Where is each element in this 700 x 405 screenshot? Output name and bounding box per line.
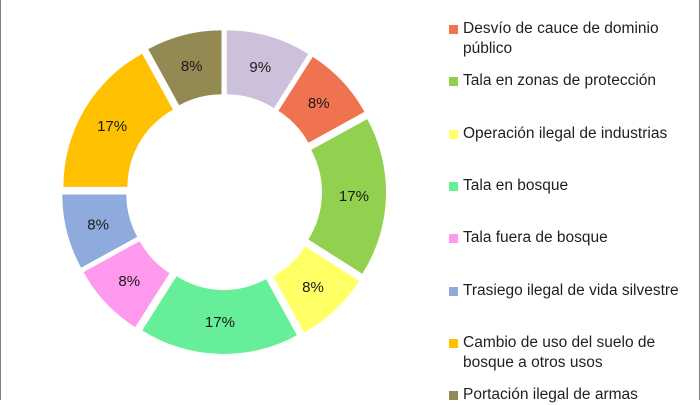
legend-item-tala-zonas-proteccion: Tala en zonas de protección: [449, 71, 688, 91]
legend-swatch: [449, 130, 458, 139]
legend-swatch: [449, 339, 458, 348]
slice-value-label: 9%: [249, 59, 271, 76]
legend-label: Desvío de cauce de dominio público: [463, 20, 659, 57]
slice-value-label: 8%: [87, 216, 109, 233]
legend-label: Tala en bosque: [463, 177, 569, 194]
slice-portacion-ilegal-de-armas: [148, 30, 222, 106]
slice-value-label: 8%: [308, 95, 330, 112]
legend-swatch: [449, 25, 458, 34]
legend-label: Operación ilegal de industrias: [463, 125, 668, 142]
slice-value-label: 17%: [205, 314, 235, 331]
legend-item-operacion-ilegal: Operación ilegal de industrias: [449, 124, 688, 144]
slice-labels: 9% 8% 17% 8% 17% 8% 8% 17% 8%: [87, 58, 369, 331]
slice-tala-en-zonas-de-proteccion: [308, 119, 386, 274]
legend-label: Tala en zonas de protección: [463, 72, 657, 89]
slice-value-label: 17%: [97, 118, 127, 135]
slice-value-label: 17%: [339, 188, 369, 205]
legend-swatch: [449, 391, 458, 400]
slice-unnamed: [226, 30, 309, 109]
legend-item-desvio-cauce: Desvío de cauce de dominio público: [449, 19, 688, 59]
legend-item-cambio-uso-suelo: Cambio de uso del suelo de bosque a otro…: [449, 333, 688, 373]
slice-tala-en-bosque: [142, 276, 297, 354]
legend-label: Cambio de uso del suelo de bosque a otro…: [463, 334, 656, 371]
legend-swatch: [449, 234, 458, 243]
slice-cambio-de-uso-del-suelo-de-bosque-a-otros-usos: [63, 53, 173, 187]
slice-operacion-ilegal-de-industrias: [273, 246, 360, 333]
slice-value-label: 8%: [118, 273, 140, 290]
legend-item-tala-bosque: Tala en bosque: [449, 176, 688, 196]
legend-item-tala-fuera-bosque: Tala fuera de bosque: [449, 228, 688, 248]
legend-item-trasiego-vida-silvestre: Trasiego ilegal de vida silvestre: [449, 281, 688, 301]
legend-swatch: [449, 77, 458, 86]
legend-label: Trasiego ilegal de vida silvestre: [463, 282, 679, 299]
slice-desvio-de-cauce-de-dominio-publico: [278, 56, 365, 143]
legend-swatch: [449, 182, 458, 191]
legend-item-portacion-armas: Portación ilegal de armas: [449, 385, 688, 405]
slice-trasiego-ilegal-de-vida-silvestre: [62, 194, 138, 268]
slice-value-label: 8%: [302, 279, 324, 296]
slice-tala-fuera-de-bosque: [83, 241, 170, 328]
slice-value-label: 8%: [181, 58, 203, 75]
legend-label: Tala fuera de bosque: [463, 229, 608, 246]
donut-slices: [62, 30, 386, 354]
legend-label: Portación ilegal de armas: [463, 386, 638, 403]
legend-swatch: [449, 287, 458, 296]
